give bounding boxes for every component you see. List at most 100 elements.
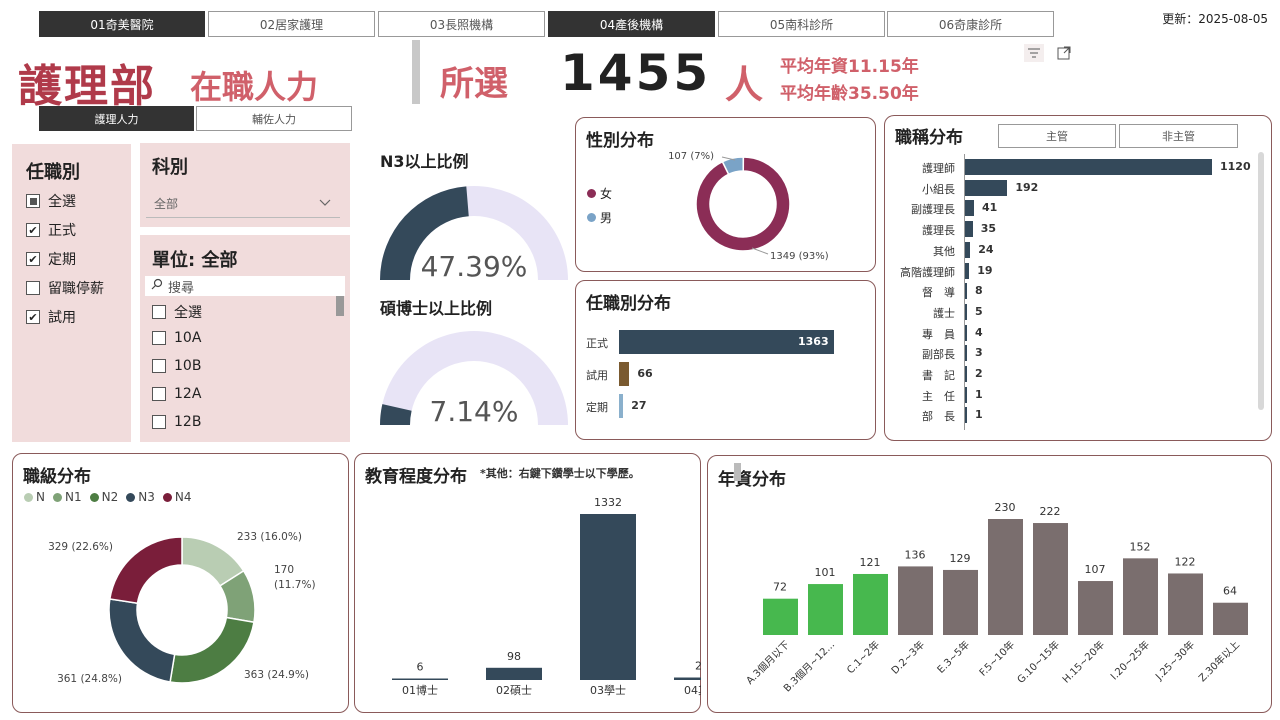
job-title-bar[interactable] [965,386,967,403]
education-bar[interactable] [674,677,701,680]
rank-legend-item: N4 [162,490,191,504]
tab-org-2[interactable]: 02居家護理 [208,11,375,37]
unit-list-item[interactable]: 12A [152,386,201,402]
job-title-value: 4 [975,325,983,339]
unit-list-label: 12B [174,414,202,430]
checkbox-checked[interactable]: ✔ [26,310,40,324]
tenure-bar[interactable] [808,584,843,635]
tenure-bar[interactable] [898,566,933,635]
supervisor-button[interactable]: 主管 [998,124,1116,148]
employment-category-label: 正式 [586,337,608,350]
tenure-bar[interactable] [763,598,798,635]
tab-org-1[interactable]: 01奇美醫院 [39,11,205,37]
filter-icon[interactable] [1024,44,1044,62]
selected-count: 1455 [560,44,712,102]
employment-dist-panel [575,280,876,440]
education-value-label: 1332 [594,496,622,509]
gauge-n3-value: 47.39% [421,250,528,283]
job-title-label: 副部長 [922,348,955,362]
education-title: 教育程度分布 [365,467,467,487]
employment-filter-item[interactable]: ✔ 正式 [26,220,76,240]
tab-org-5[interactable]: 05南科診所 [718,11,885,37]
tenure-bar[interactable] [943,569,978,635]
unit-search-box[interactable]: 搜尋 [145,276,345,296]
checkbox-unchecked[interactable] [152,415,166,429]
education-category-label: 03學士 [590,684,626,697]
job-title-bar[interactable] [965,303,967,320]
checkbox-unchecked[interactable] [152,387,166,401]
tenure-bar[interactable] [1123,558,1158,635]
employment-filter-item[interactable]: ✔ 定期 [26,249,76,269]
employment-filter-label: 定期 [48,252,76,268]
employment-bar[interactable] [619,330,834,354]
non-supervisor-button[interactable]: 非主管 [1119,124,1238,148]
tenure-value-label: 72 [773,581,787,594]
job-title-bar[interactable] [965,200,975,217]
unit-list-item[interactable]: 12B [152,414,201,430]
tenure-bar[interactable] [1033,523,1068,635]
checkbox-partial[interactable] [26,194,40,208]
rank-legend-dot [89,492,99,502]
rank-legend-label: N [36,490,45,504]
tenure-value-label: 121 [860,556,881,569]
education-value-label: 98 [507,650,521,663]
checkbox-unchecked[interactable] [152,359,166,373]
department-dropdown[interactable]: 全部 [146,190,340,218]
checkbox-unchecked[interactable] [152,305,166,319]
tenure-bar[interactable] [1078,581,1113,635]
employment-value-label: 27 [631,399,647,412]
checkbox-unchecked[interactable] [26,281,40,295]
tenure-bar[interactable] [853,573,888,635]
tenure-bar[interactable] [1213,602,1248,635]
tab-assistant-staff[interactable]: 輔佐人力 [196,106,352,131]
tab-nursing-staff[interactable]: 護理人力 [39,106,194,131]
job-title-value: 24 [978,242,994,256]
tenure-chart: 72A.3個月以下101B.3個月~12...121C.1~2年136D.2~3… [743,501,1248,695]
unit-list-label: 10B [174,358,202,374]
job-title-bar[interactable] [965,324,967,341]
job-title-bar[interactable] [965,262,970,279]
tab-org-3[interactable]: 03長照機構 [378,11,545,37]
job-title-bar[interactable] [965,221,973,238]
job-title-bar[interactable] [965,241,971,258]
job-title-bar[interactable] [965,345,967,362]
employment-filter-item[interactable]: 留職停薪 [26,278,104,298]
unit-list-item[interactable]: 10B [152,358,201,374]
tenure-bar[interactable] [1168,573,1203,635]
job-title-bar[interactable] [965,283,967,300]
education-note: *其他：右鍵下鑽學士以下學歷。 [480,467,640,480]
tab-org-6[interactable]: 06奇康診所 [887,11,1054,37]
job-title-bar[interactable] [965,159,1212,175]
education-category-label: 04其他 [684,684,701,697]
employment-filter-item[interactable]: 全選 [26,191,76,211]
education-bar[interactable] [486,667,542,680]
department-dropdown-value: 全部 [154,197,179,211]
job-title-value: 2 [975,367,983,380]
job-title-bar[interactable] [965,366,967,382]
tenure-bar[interactable] [988,519,1023,635]
job-title-label: 副護理長 [911,203,955,217]
checkbox-checked[interactable]: ✔ [26,223,40,237]
education-bar[interactable] [580,514,636,680]
rank-legend-dot [52,492,62,502]
tenure-value-label: 101 [815,566,836,579]
job-title-bar[interactable] [965,179,1008,196]
unit-list-item[interactable]: 全選 [152,302,202,322]
education-bar[interactable] [392,678,448,681]
employment-bar[interactable] [619,362,630,386]
gender-female-label: 1349 (93%) [770,251,829,262]
selected-label: 所選 [440,64,508,104]
gauge-track [380,331,568,425]
employment-bar[interactable] [619,394,624,418]
tab-org-4[interactable]: 04產後機構 [548,11,715,37]
employment-filter-item[interactable]: ✔ 試用 [26,307,76,327]
unit-list-item[interactable]: 10A [152,330,201,346]
expand-icon[interactable] [1055,44,1073,62]
checkbox-checked[interactable]: ✔ [26,252,40,266]
unit-list-scrollbar[interactable] [336,296,344,316]
checkbox-unchecked[interactable] [152,331,166,345]
rank-legend-item: N1 [52,490,82,504]
job-title-bar[interactable] [965,407,967,424]
gauge-master-title: 碩博士以上比例 [380,299,493,318]
job-title-scrollbar[interactable] [1258,152,1264,410]
